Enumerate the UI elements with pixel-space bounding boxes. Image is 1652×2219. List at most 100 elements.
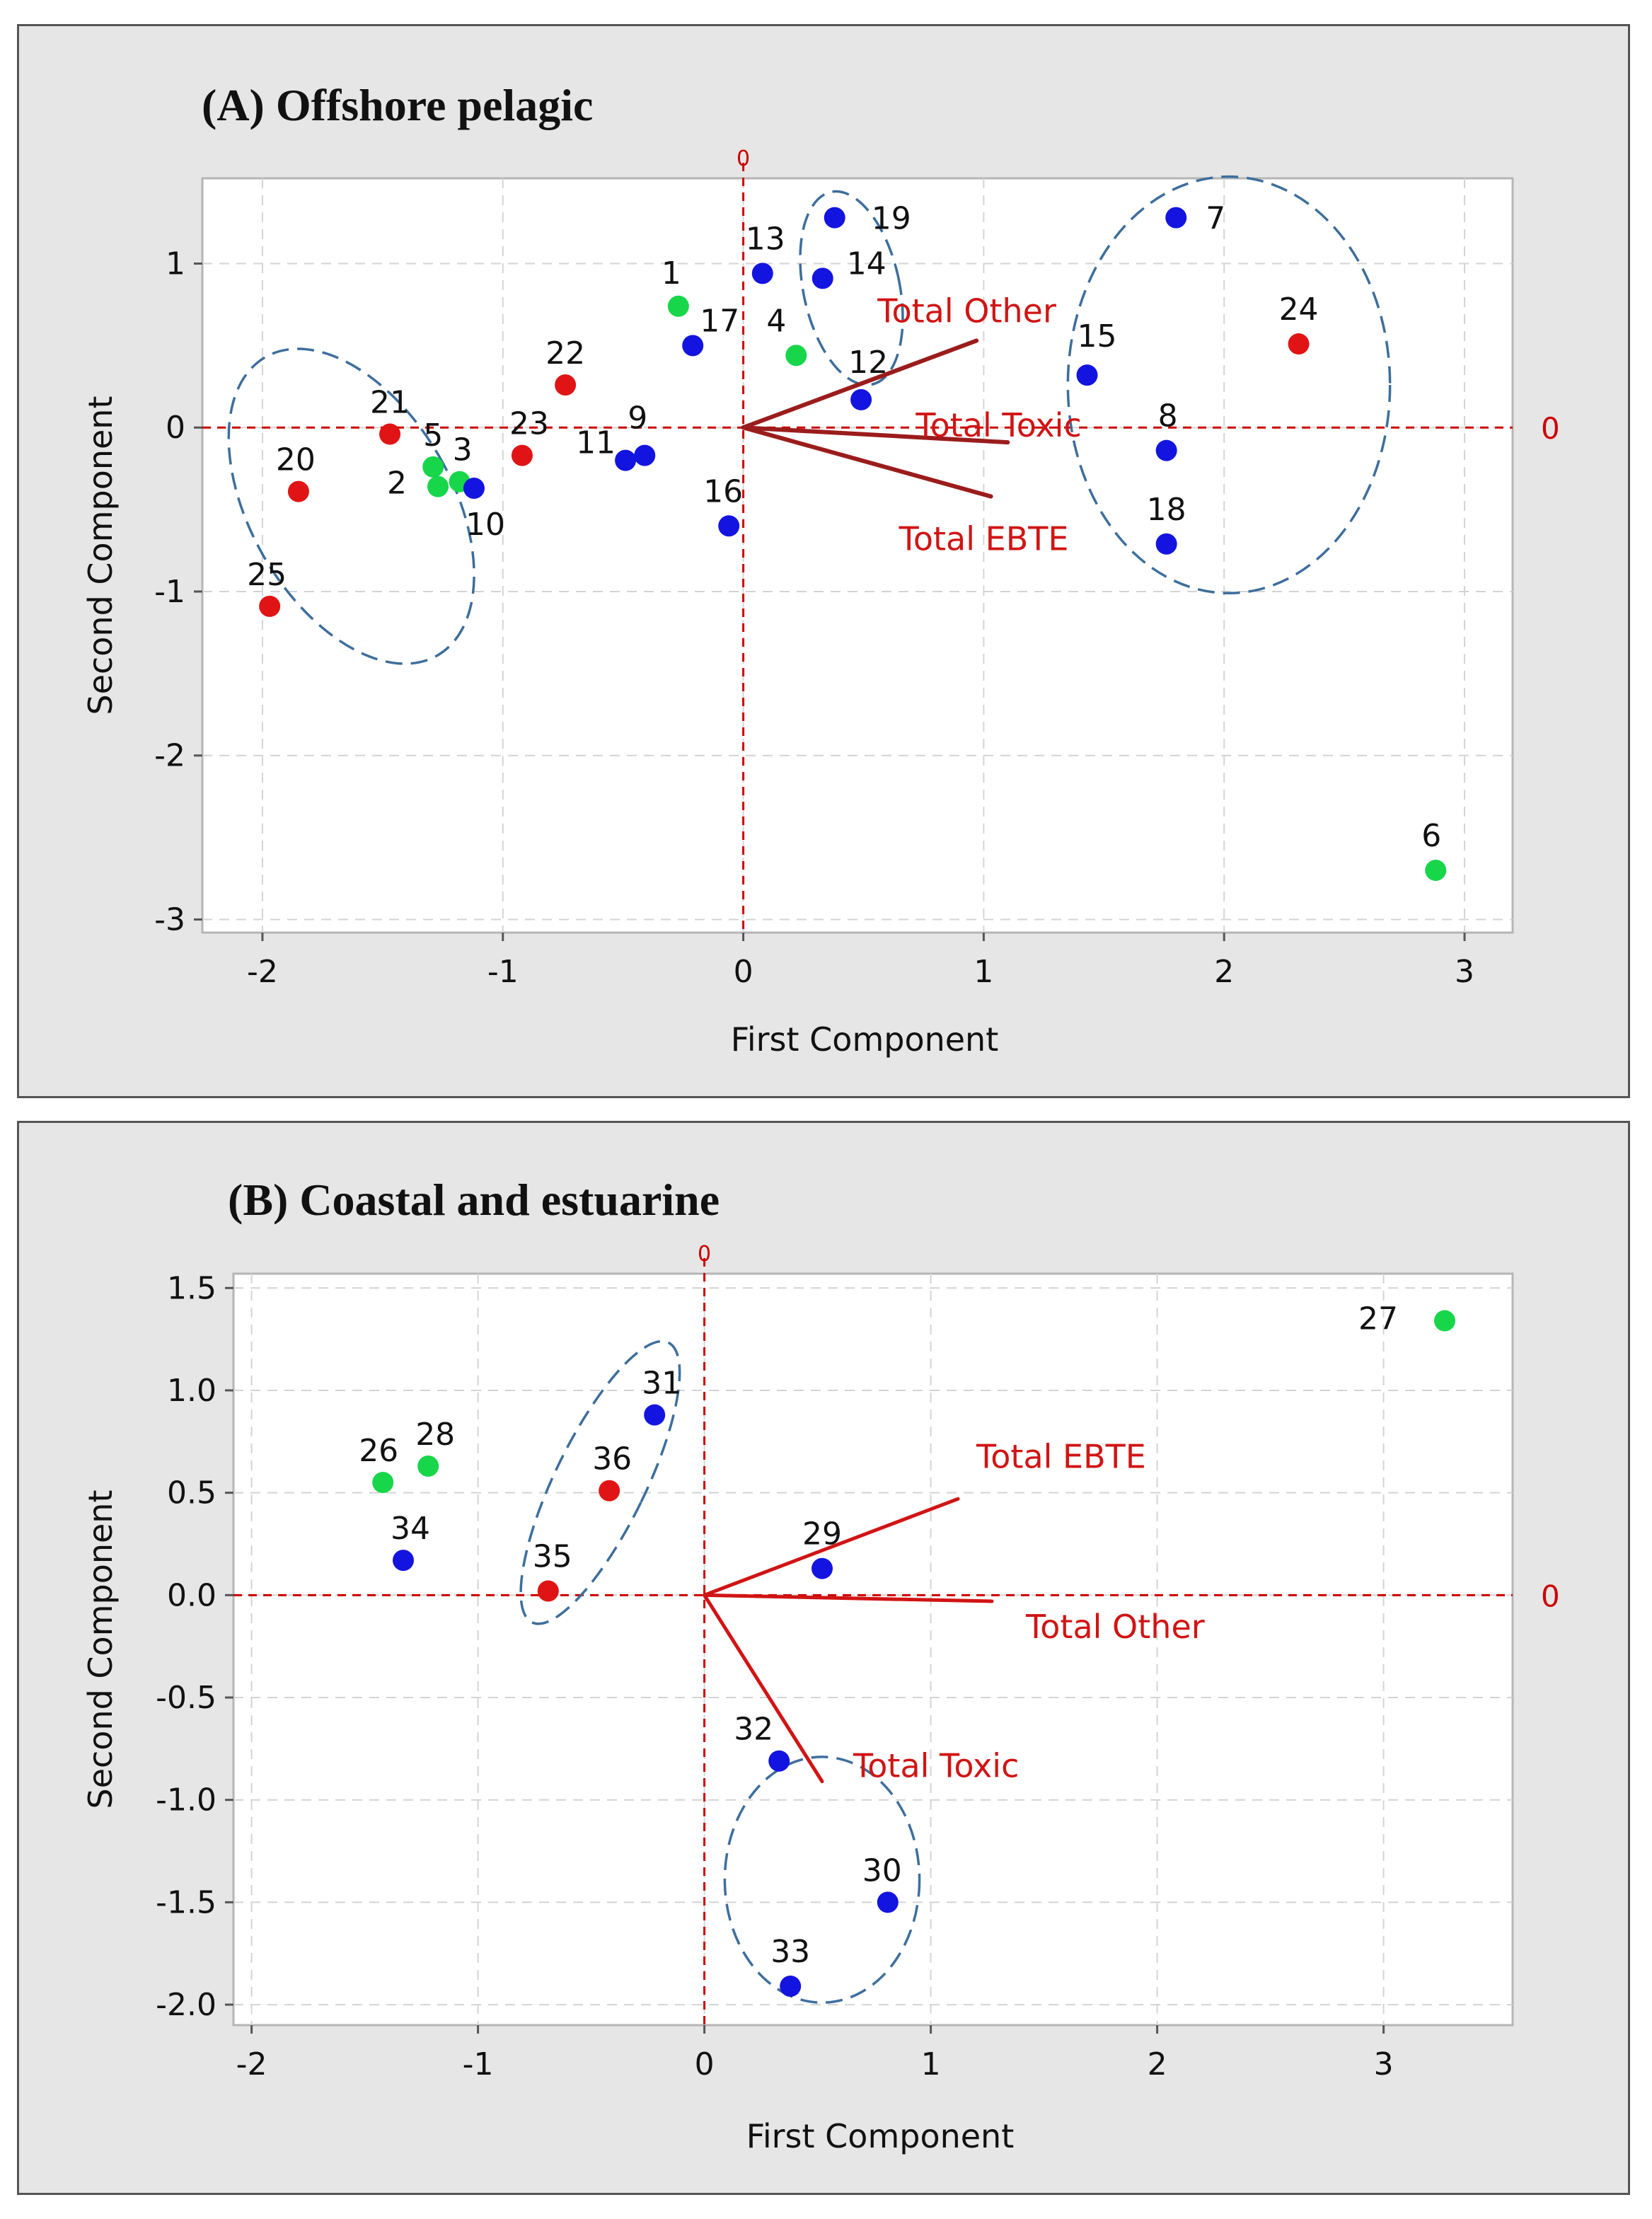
point-label: 4 bbox=[766, 303, 786, 339]
point-label: 34 bbox=[391, 1511, 430, 1547]
point-label: 8 bbox=[1158, 398, 1178, 434]
data-point bbox=[780, 1976, 802, 1998]
point-label: 2 bbox=[387, 466, 407, 502]
x-tick-label: 3 bbox=[1374, 2046, 1394, 2082]
data-point bbox=[667, 295, 689, 317]
point-label: 23 bbox=[509, 406, 549, 442]
point-label: 13 bbox=[746, 221, 785, 257]
point-label: 26 bbox=[359, 1433, 398, 1469]
y-axis-title: Second Component bbox=[81, 1490, 120, 1809]
y-tick-label: 0.5 bbox=[167, 1475, 216, 1511]
x-tick-label: -1 bbox=[463, 2046, 494, 2082]
data-point bbox=[372, 1472, 394, 1494]
point-label: 6 bbox=[1421, 818, 1441, 854]
data-point bbox=[718, 515, 740, 537]
data-point bbox=[1155, 439, 1177, 461]
y-tick-label: 0.0 bbox=[167, 1577, 216, 1613]
data-point bbox=[1425, 859, 1447, 881]
y-tick-label: -3 bbox=[154, 901, 185, 938]
loading-vector bbox=[741, 425, 1010, 445]
y-axis-title: Second Component bbox=[81, 396, 120, 715]
plot-area bbox=[201, 177, 1514, 934]
x-tick-label: 2 bbox=[1214, 954, 1234, 990]
data-point bbox=[751, 263, 773, 284]
y-tick-label: 1 bbox=[166, 246, 185, 282]
vector-label: Total EBTE bbox=[976, 1437, 1146, 1475]
group-ellipse bbox=[1066, 175, 1392, 595]
point-label: 30 bbox=[862, 1852, 902, 1889]
point-label: 1 bbox=[662, 255, 681, 292]
panel-b-coastal-estuarine: (B) Coastal and estuarine -2 -1 0 1 2 3 1.5 1.0 0… bbox=[81, 1175, 1560, 2155]
point-label: 3 bbox=[453, 432, 473, 468]
point-label: 22 bbox=[545, 335, 585, 371]
point-label: 31 bbox=[642, 1366, 681, 1402]
data-point bbox=[379, 423, 401, 445]
data-point bbox=[1155, 533, 1177, 555]
data-point bbox=[422, 456, 444, 478]
x-tick-label: -1 bbox=[487, 954, 519, 990]
point-label: 7 bbox=[1206, 201, 1225, 237]
point-label: 11 bbox=[576, 425, 616, 461]
data-point bbox=[463, 477, 485, 499]
data-point bbox=[393, 1550, 414, 1572]
point-label: 32 bbox=[734, 1712, 773, 1748]
data-point bbox=[555, 374, 577, 396]
point-label: 17 bbox=[700, 303, 739, 339]
loading-vector bbox=[741, 338, 979, 430]
y-tick-label: 1.0 bbox=[167, 1373, 216, 1409]
panel-title: (A) Offshore pelagic bbox=[202, 80, 593, 130]
x-axis-title: First Component bbox=[746, 2117, 1015, 2155]
y-tick-label: -1 bbox=[154, 574, 185, 610]
x-tick-label: 0 bbox=[695, 2046, 715, 2082]
loading-vector bbox=[703, 1593, 994, 1603]
data-point bbox=[1076, 364, 1098, 386]
y-tick-label: -1.0 bbox=[156, 1782, 216, 1819]
point-label: 21 bbox=[370, 385, 410, 421]
data-point bbox=[824, 207, 845, 229]
x-tick-label: -2 bbox=[236, 2046, 267, 2082]
data-point bbox=[599, 1480, 620, 1502]
y-tick-label: 1.5 bbox=[167, 1270, 216, 1306]
data-point bbox=[877, 1891, 899, 1913]
data-point bbox=[1165, 207, 1187, 229]
y-tick-label: 0 bbox=[166, 410, 185, 446]
data-point bbox=[644, 1404, 666, 1426]
panel-a-offshore-pelagic: (A) Offshore pelagic-2 -1 0 1 2 310-1-2-3Firs… bbox=[81, 80, 1560, 1059]
data-point bbox=[811, 267, 833, 289]
x-axis-title: First Component bbox=[731, 1020, 999, 1059]
vector-label: Total EBTE bbox=[899, 520, 1069, 558]
data-point bbox=[615, 449, 637, 471]
point-label: 15 bbox=[1078, 318, 1117, 355]
point-label: 18 bbox=[1147, 492, 1186, 528]
y-tick-label: -0.5 bbox=[156, 1680, 216, 1716]
group-ellipse bbox=[723, 1756, 921, 2004]
reference-line-label: 0 bbox=[1541, 1579, 1560, 1613]
point-label: 28 bbox=[415, 1417, 455, 1453]
group-ellipse bbox=[799, 190, 904, 386]
plot-area bbox=[232, 1272, 1514, 2027]
data-point bbox=[417, 1456, 439, 1477]
point-label: 29 bbox=[802, 1516, 842, 1552]
y-tick-label: -2.0 bbox=[156, 1987, 216, 2023]
reference-line-label: 0 bbox=[1541, 411, 1560, 446]
point-label: 36 bbox=[592, 1441, 632, 1477]
point-label: 14 bbox=[847, 246, 886, 282]
data-point bbox=[634, 444, 656, 466]
data-point bbox=[259, 595, 281, 617]
loading-vector bbox=[703, 1593, 824, 1784]
data-point bbox=[1434, 1310, 1455, 1332]
panel-title: (B) Coastal and estuarine bbox=[228, 1175, 720, 1225]
data-point bbox=[427, 476, 449, 497]
data-point bbox=[1288, 333, 1310, 355]
data-point bbox=[811, 1557, 833, 1579]
group-ellipse bbox=[519, 1339, 681, 1625]
point-label: 25 bbox=[247, 557, 287, 593]
x-tick-label: -2 bbox=[247, 954, 278, 990]
point-label: 27 bbox=[1358, 1301, 1398, 1337]
point-label: 33 bbox=[770, 1934, 810, 1970]
y-tick-label: -1.5 bbox=[156, 1884, 216, 1920]
point-label: 19 bbox=[872, 201, 911, 237]
y-tick-label: -2 bbox=[154, 738, 185, 774]
loading-vector bbox=[741, 425, 993, 499]
